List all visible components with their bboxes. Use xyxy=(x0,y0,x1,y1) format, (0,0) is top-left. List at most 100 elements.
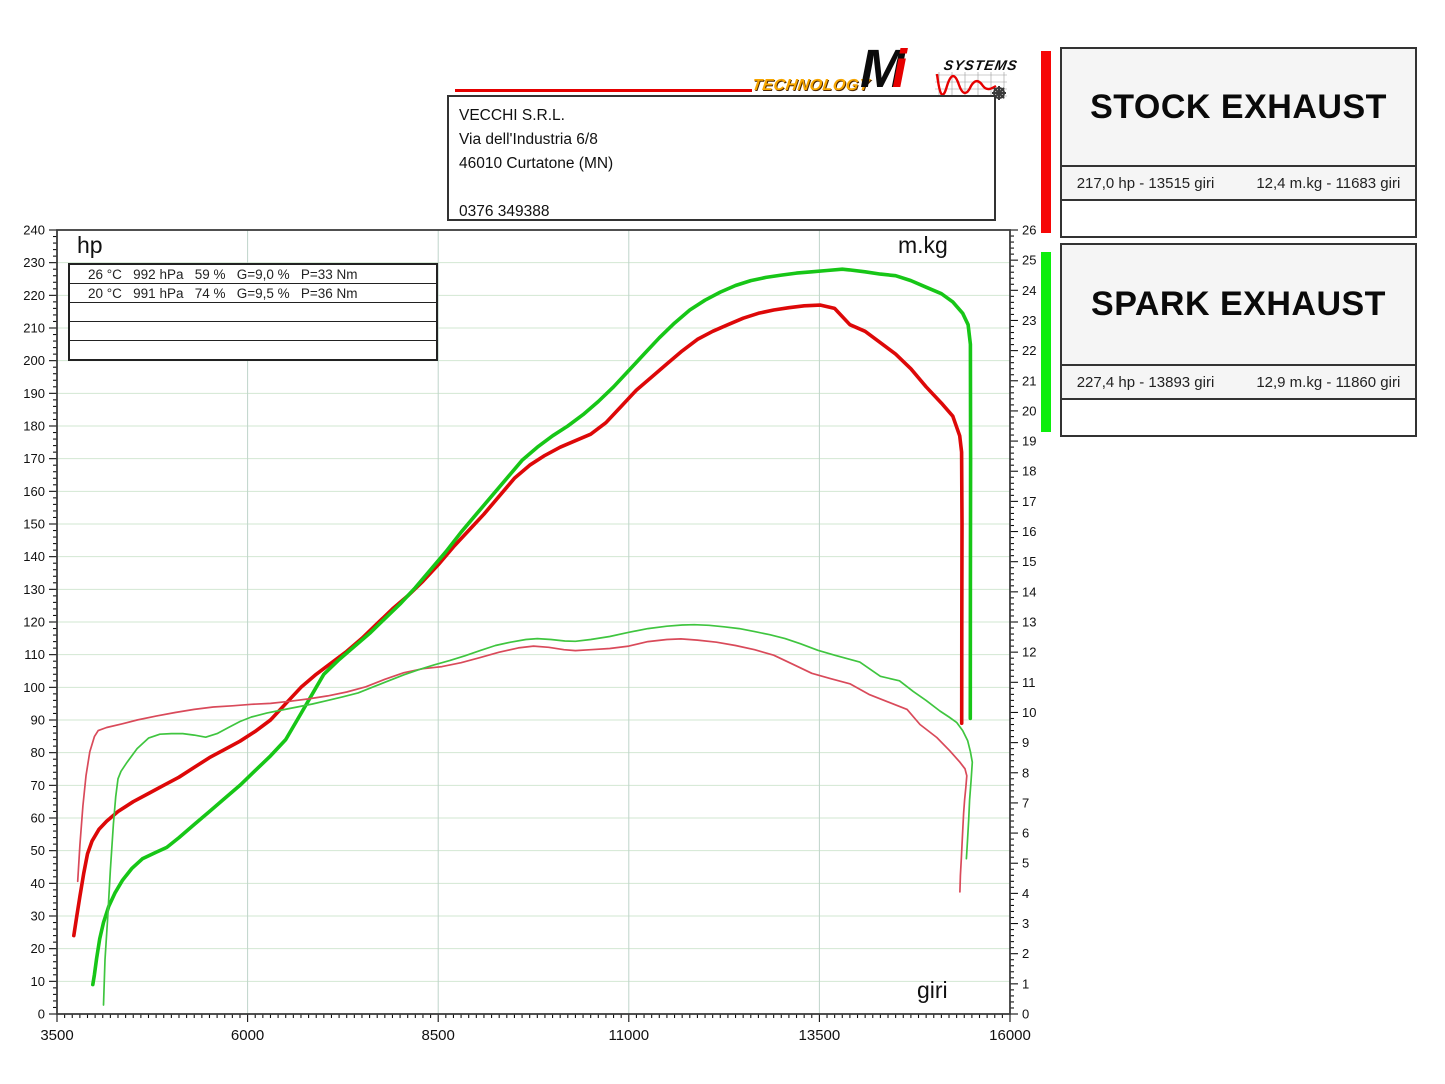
svg-text:13500: 13500 xyxy=(799,1027,841,1044)
svg-text:120: 120 xyxy=(23,615,45,630)
svg-text:8500: 8500 xyxy=(422,1027,455,1044)
svg-text:220: 220 xyxy=(23,288,45,303)
svg-text:3500: 3500 xyxy=(40,1027,73,1044)
chart-axis-tick-labels: 0102030405060708090100110120130140150160… xyxy=(23,223,1036,1045)
stock-panel-title: STOCK EXHAUST xyxy=(1090,87,1387,126)
spark-torque-stat: 12,9 m.kg - 11860 giri xyxy=(1256,373,1401,391)
svg-text:23: 23 xyxy=(1022,313,1036,328)
svg-text:20: 20 xyxy=(1022,403,1036,418)
svg-text:150: 150 xyxy=(23,517,45,532)
logo-underline xyxy=(455,89,752,92)
conditions-row-2: 20 °C 991 hPa 74 % G=9,5 % P=36 Nm xyxy=(70,284,436,303)
conditions-row-4 xyxy=(70,322,436,341)
y-left-unit-label: hp xyxy=(77,232,103,258)
svg-text:1: 1 xyxy=(1022,976,1029,991)
stock-torque-stat: 12,4 m.kg - 11683 giri xyxy=(1256,174,1401,192)
svg-text:190: 190 xyxy=(23,386,45,401)
svg-text:11: 11 xyxy=(1022,675,1036,690)
spark-panel-title: SPARK EXHAUST xyxy=(1091,285,1386,323)
stock-panel-stats: 217,0 hp - 13515 giri 12,4 m.kg - 11683 … xyxy=(1062,165,1415,201)
svg-text:7: 7 xyxy=(1022,795,1029,810)
svg-text:15: 15 xyxy=(1022,554,1036,569)
svg-text:16: 16 xyxy=(1022,524,1036,539)
svg-text:22: 22 xyxy=(1022,343,1036,358)
svg-text:0: 0 xyxy=(1022,1007,1029,1022)
svg-text:30: 30 xyxy=(31,909,45,924)
svg-text:10: 10 xyxy=(31,974,45,989)
svg-text:12: 12 xyxy=(1022,645,1036,660)
svg-text:17: 17 xyxy=(1022,494,1036,509)
company-address: Via dell'Industria 6/8 xyxy=(459,131,598,148)
svg-text:3: 3 xyxy=(1022,916,1029,931)
spark-color-bar xyxy=(1041,252,1051,432)
svg-text:4: 4 xyxy=(1022,886,1029,901)
curve-stock-exhaust-torque xyxy=(76,638,968,893)
svg-text:240: 240 xyxy=(23,223,45,238)
svg-text:25: 25 xyxy=(1022,253,1036,268)
svg-text:21: 21 xyxy=(1022,373,1036,388)
stock-color-bar xyxy=(1041,51,1051,233)
chart-curves xyxy=(72,267,974,1006)
conditions-row-1: 26 °C 992 hPa 59 % G=9,0 % P=33 Nm xyxy=(70,265,436,284)
svg-text:20: 20 xyxy=(31,941,45,956)
curve-stock-exhaust-hp xyxy=(72,303,964,938)
svg-text:14: 14 xyxy=(1022,584,1036,599)
svg-text:50: 50 xyxy=(31,843,45,858)
curve-spark-exhaust-hp xyxy=(91,267,973,987)
y-right-unit-label: m.kg xyxy=(898,232,948,258)
stock-panel-box: STOCK EXHAUST 217,0 hp - 13515 giri 12,4… xyxy=(1060,47,1417,238)
conditions-row-3 xyxy=(70,303,436,322)
svg-text:130: 130 xyxy=(23,582,45,597)
svg-text:5: 5 xyxy=(1022,856,1029,871)
svg-text:160: 160 xyxy=(23,484,45,499)
spark-hp-stat: 227,4 hp - 13893 giri xyxy=(1076,373,1215,391)
svg-text:40: 40 xyxy=(31,876,45,891)
svg-text:9: 9 xyxy=(1022,735,1029,750)
svg-text:26: 26 xyxy=(1022,223,1036,238)
svg-text:200: 200 xyxy=(23,353,45,368)
svg-text:140: 140 xyxy=(23,549,45,564)
legend-panel-spark: SPARK EXHAUST 227,4 hp - 13893 giri 12,9… xyxy=(1041,243,1417,437)
stock-panel-empty-row xyxy=(1062,201,1415,236)
svg-text:170: 170 xyxy=(23,451,45,466)
logo-i-letter: i xyxy=(891,39,907,99)
gear-icon xyxy=(992,86,1006,100)
company-phone: 0376 349388 xyxy=(459,203,550,220)
spark-panel-stats: 227,4 hp - 13893 giri 12,9 m.kg - 11860 … xyxy=(1062,364,1415,400)
company-info-box: VECCHI S.R.L. Via dell'Industria 6/8 460… xyxy=(447,95,996,221)
conditions-row-5 xyxy=(70,341,436,359)
x-unit-label: giri xyxy=(917,977,948,1003)
svg-text:0: 0 xyxy=(38,1007,45,1022)
company-name: VECCHI S.R.L. xyxy=(459,107,565,124)
test-conditions-table: 26 °C 992 hPa 59 % G=9,0 % P=33 Nm 20 °C … xyxy=(68,263,438,361)
legend-panel-stock: STOCK EXHAUST 217,0 hp - 13515 giri 12,4… xyxy=(1041,47,1417,238)
svg-text:90: 90 xyxy=(31,713,45,728)
svg-text:110: 110 xyxy=(24,647,45,662)
svg-text:180: 180 xyxy=(23,419,45,434)
svg-text:18: 18 xyxy=(1022,464,1036,479)
svg-text:100: 100 xyxy=(23,680,45,695)
svg-text:80: 80 xyxy=(31,745,45,760)
spark-panel-box: SPARK EXHAUST 227,4 hp - 13893 giri 12,9… xyxy=(1060,243,1417,437)
svg-text:60: 60 xyxy=(31,811,45,826)
logo-brand-text: Mi xyxy=(860,42,907,96)
svg-text:210: 210 xyxy=(23,321,45,336)
chart-plot-frame xyxy=(56,229,1011,1015)
svg-text:70: 70 xyxy=(31,778,45,793)
curve-spark-exhaust-torque xyxy=(102,623,974,1006)
logo-waveform-icon xyxy=(935,72,1007,100)
svg-text:6000: 6000 xyxy=(231,1027,264,1044)
svg-text:24: 24 xyxy=(1022,283,1036,298)
svg-text:10: 10 xyxy=(1022,705,1036,720)
svg-text:19: 19 xyxy=(1022,434,1036,449)
spark-panel-empty-row xyxy=(1062,400,1415,435)
svg-text:6: 6 xyxy=(1022,826,1029,841)
svg-text:2: 2 xyxy=(1022,946,1029,961)
svg-text:11000: 11000 xyxy=(608,1027,649,1044)
svg-text:230: 230 xyxy=(23,255,45,270)
stock-hp-stat: 217,0 hp - 13515 giri xyxy=(1076,174,1215,192)
svg-text:16000: 16000 xyxy=(989,1027,1031,1044)
svg-text:8: 8 xyxy=(1022,765,1029,780)
